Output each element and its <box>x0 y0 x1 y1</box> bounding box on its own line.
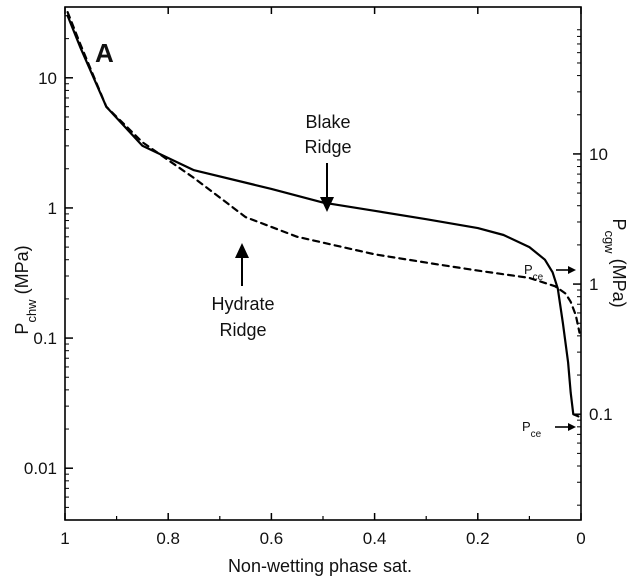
y-right-base: P <box>609 218 629 230</box>
y-left-unit: (MPa) <box>12 245 32 299</box>
blake-ridge-label-line1: Blake <box>305 112 350 132</box>
x-tick-label: 0.4 <box>363 529 387 548</box>
x-tick-label: 1 <box>60 529 69 548</box>
y-left-tick-label: 0.1 <box>33 329 57 348</box>
y-right-tick-label: 1 <box>589 275 598 294</box>
y-left-sub: chw <box>24 299 39 323</box>
x-axis-label: Non-wetting phase sat. <box>228 556 412 576</box>
y-left-base: P <box>12 323 32 335</box>
pce-upper-base: P <box>524 262 533 277</box>
hydrate-ridge-label-line1: Hydrate <box>211 294 274 314</box>
hydrate-ridge-arrow-head <box>235 243 249 258</box>
series-line-blake-ridge <box>66 14 580 418</box>
y-axis-label-right: Pcgw (MPa) <box>603 218 630 307</box>
pce-upper-sub: ce <box>533 272 544 283</box>
plot-frame <box>64 6 582 521</box>
y-right-unit: (MPa) <box>609 254 629 308</box>
pce-arrow-lower-head <box>568 423 576 431</box>
y-axis-label-left: Pchw (MPa) <box>12 245 39 334</box>
y-right-tick-label: 0.1 <box>589 405 613 424</box>
pce-lower-base: P <box>522 419 531 434</box>
pce-label-upper: Pce <box>524 262 544 283</box>
pce-arrow-upper-head <box>568 266 576 274</box>
blake-ridge-arrow-head <box>320 197 334 212</box>
x-tick-label: 0.2 <box>466 529 490 548</box>
hydrate-ridge-label-line2: Ridge <box>219 320 266 340</box>
x-tick-label: 0 <box>576 529 585 548</box>
x-tick-label: 0.6 <box>260 529 284 548</box>
y-right-tick-label: 10 <box>589 145 608 164</box>
panel-label: A <box>95 38 114 68</box>
blake-ridge-label-line2: Ridge <box>304 137 351 157</box>
y-left-tick-label: 10 <box>38 69 57 88</box>
series-line-hydrate-ridge <box>66 11 581 334</box>
y-right-sub: cgw <box>603 230 618 254</box>
x-tick-label: 0.8 <box>156 529 180 548</box>
y-left-tick-label: 0.01 <box>24 459 57 478</box>
pce-lower-sub: ce <box>531 429 542 440</box>
pce-label-lower: Pce <box>522 419 542 440</box>
y-left-tick-label: 1 <box>48 199 57 218</box>
